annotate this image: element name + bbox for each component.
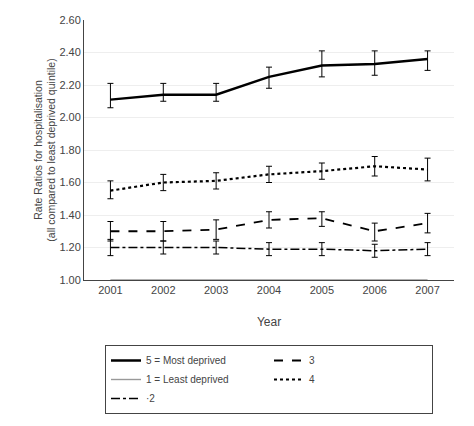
- svg-text:2007: 2007: [415, 284, 439, 296]
- svg-text:5 = Most deprived: 5 = Most deprived: [146, 355, 226, 366]
- svg-text:2003: 2003: [204, 284, 228, 296]
- svg-text:2.20: 2.20: [59, 79, 80, 91]
- svg-text:1.60: 1.60: [59, 176, 80, 188]
- svg-text:·2: ·2: [146, 393, 155, 404]
- svg-text:Year: Year: [257, 315, 281, 329]
- svg-text:2.40: 2.40: [59, 46, 80, 58]
- svg-text:1.20: 1.20: [59, 241, 80, 253]
- svg-text:2005: 2005: [310, 284, 334, 296]
- svg-text:Rate Ratios for hospitalisatio: Rate Ratios for hospitalisation(all comp…: [32, 58, 58, 241]
- svg-text:2006: 2006: [362, 284, 386, 296]
- svg-text:4: 4: [309, 374, 315, 385]
- svg-text:1.00: 1.00: [59, 274, 80, 286]
- svg-text:2004: 2004: [257, 284, 281, 296]
- svg-text:3: 3: [309, 355, 315, 366]
- svg-text:1.80: 1.80: [59, 144, 80, 156]
- svg-text:2.00: 2.00: [59, 111, 80, 123]
- svg-text:1.40: 1.40: [59, 209, 80, 221]
- svg-text:2002: 2002: [151, 284, 175, 296]
- svg-text:2.60: 2.60: [59, 14, 80, 26]
- svg-text:2001: 2001: [98, 284, 122, 296]
- svg-text:1 = Least deprived: 1 = Least deprived: [146, 374, 229, 385]
